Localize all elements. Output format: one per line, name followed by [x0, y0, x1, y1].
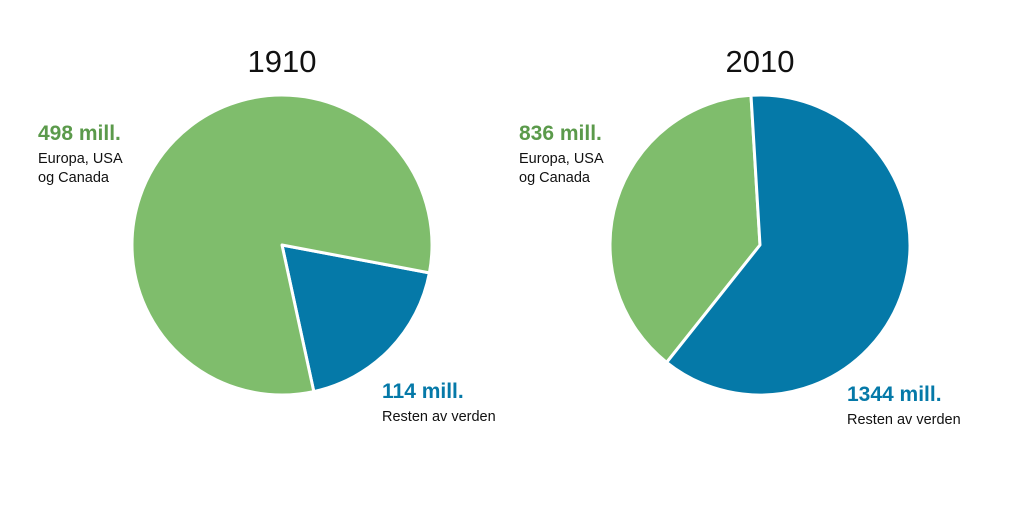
slice-label: Resten av verden	[382, 409, 496, 425]
label-2010-europe: 836 mill. Europa, USA og Canada	[519, 122, 604, 188]
value-label: 498 mill.	[38, 122, 121, 145]
label-2010-rest: 1344 mill. Resten av verden	[847, 383, 961, 430]
slice-label: Europa, USA og Canada	[38, 151, 123, 186]
pie-slice-1910-1	[130, 93, 434, 397]
slice-label: Europa, USA og Canada	[519, 151, 604, 186]
chart-title-1910: 1910	[247, 44, 317, 79]
slice-label: Resten av verden	[847, 412, 961, 428]
pie-slice-2010-0	[608, 93, 762, 364]
value-label: 114 mill.	[382, 380, 464, 403]
label-1910-rest: 114 mill. Resten av verden	[382, 380, 496, 427]
label-1910-europe: 498 mill. Europa, USA og Canada	[38, 122, 123, 188]
value-label: 836 mill.	[519, 122, 602, 145]
value-label: 1344 mill.	[847, 383, 942, 406]
pie-slice-1910-0	[280, 243, 431, 394]
pie-slice-2010-1	[665, 93, 912, 397]
chart-title-2010: 2010	[725, 44, 795, 79]
